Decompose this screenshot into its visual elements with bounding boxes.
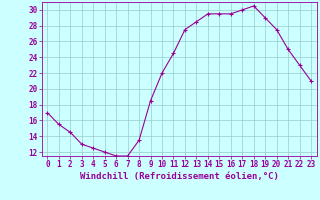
X-axis label: Windchill (Refroidissement éolien,°C): Windchill (Refroidissement éolien,°C) [80, 172, 279, 181]
